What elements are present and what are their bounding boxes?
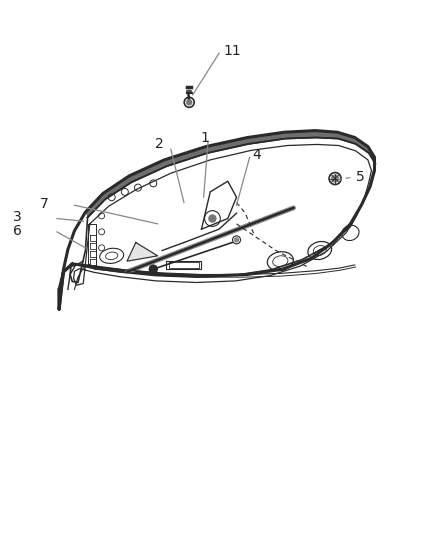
Circle shape	[332, 175, 339, 182]
Circle shape	[234, 238, 239, 242]
Text: 4: 4	[253, 148, 261, 161]
Circle shape	[149, 265, 157, 273]
Text: 5: 5	[356, 171, 364, 184]
Text: 2: 2	[155, 137, 164, 151]
Polygon shape	[85, 131, 375, 217]
Text: 3: 3	[13, 211, 22, 224]
Polygon shape	[127, 243, 158, 261]
Text: 7: 7	[39, 197, 48, 211]
Text: 1: 1	[201, 131, 209, 144]
Circle shape	[209, 215, 216, 222]
Text: 6: 6	[13, 224, 22, 238]
Text: 11: 11	[223, 44, 241, 58]
Circle shape	[187, 100, 192, 105]
